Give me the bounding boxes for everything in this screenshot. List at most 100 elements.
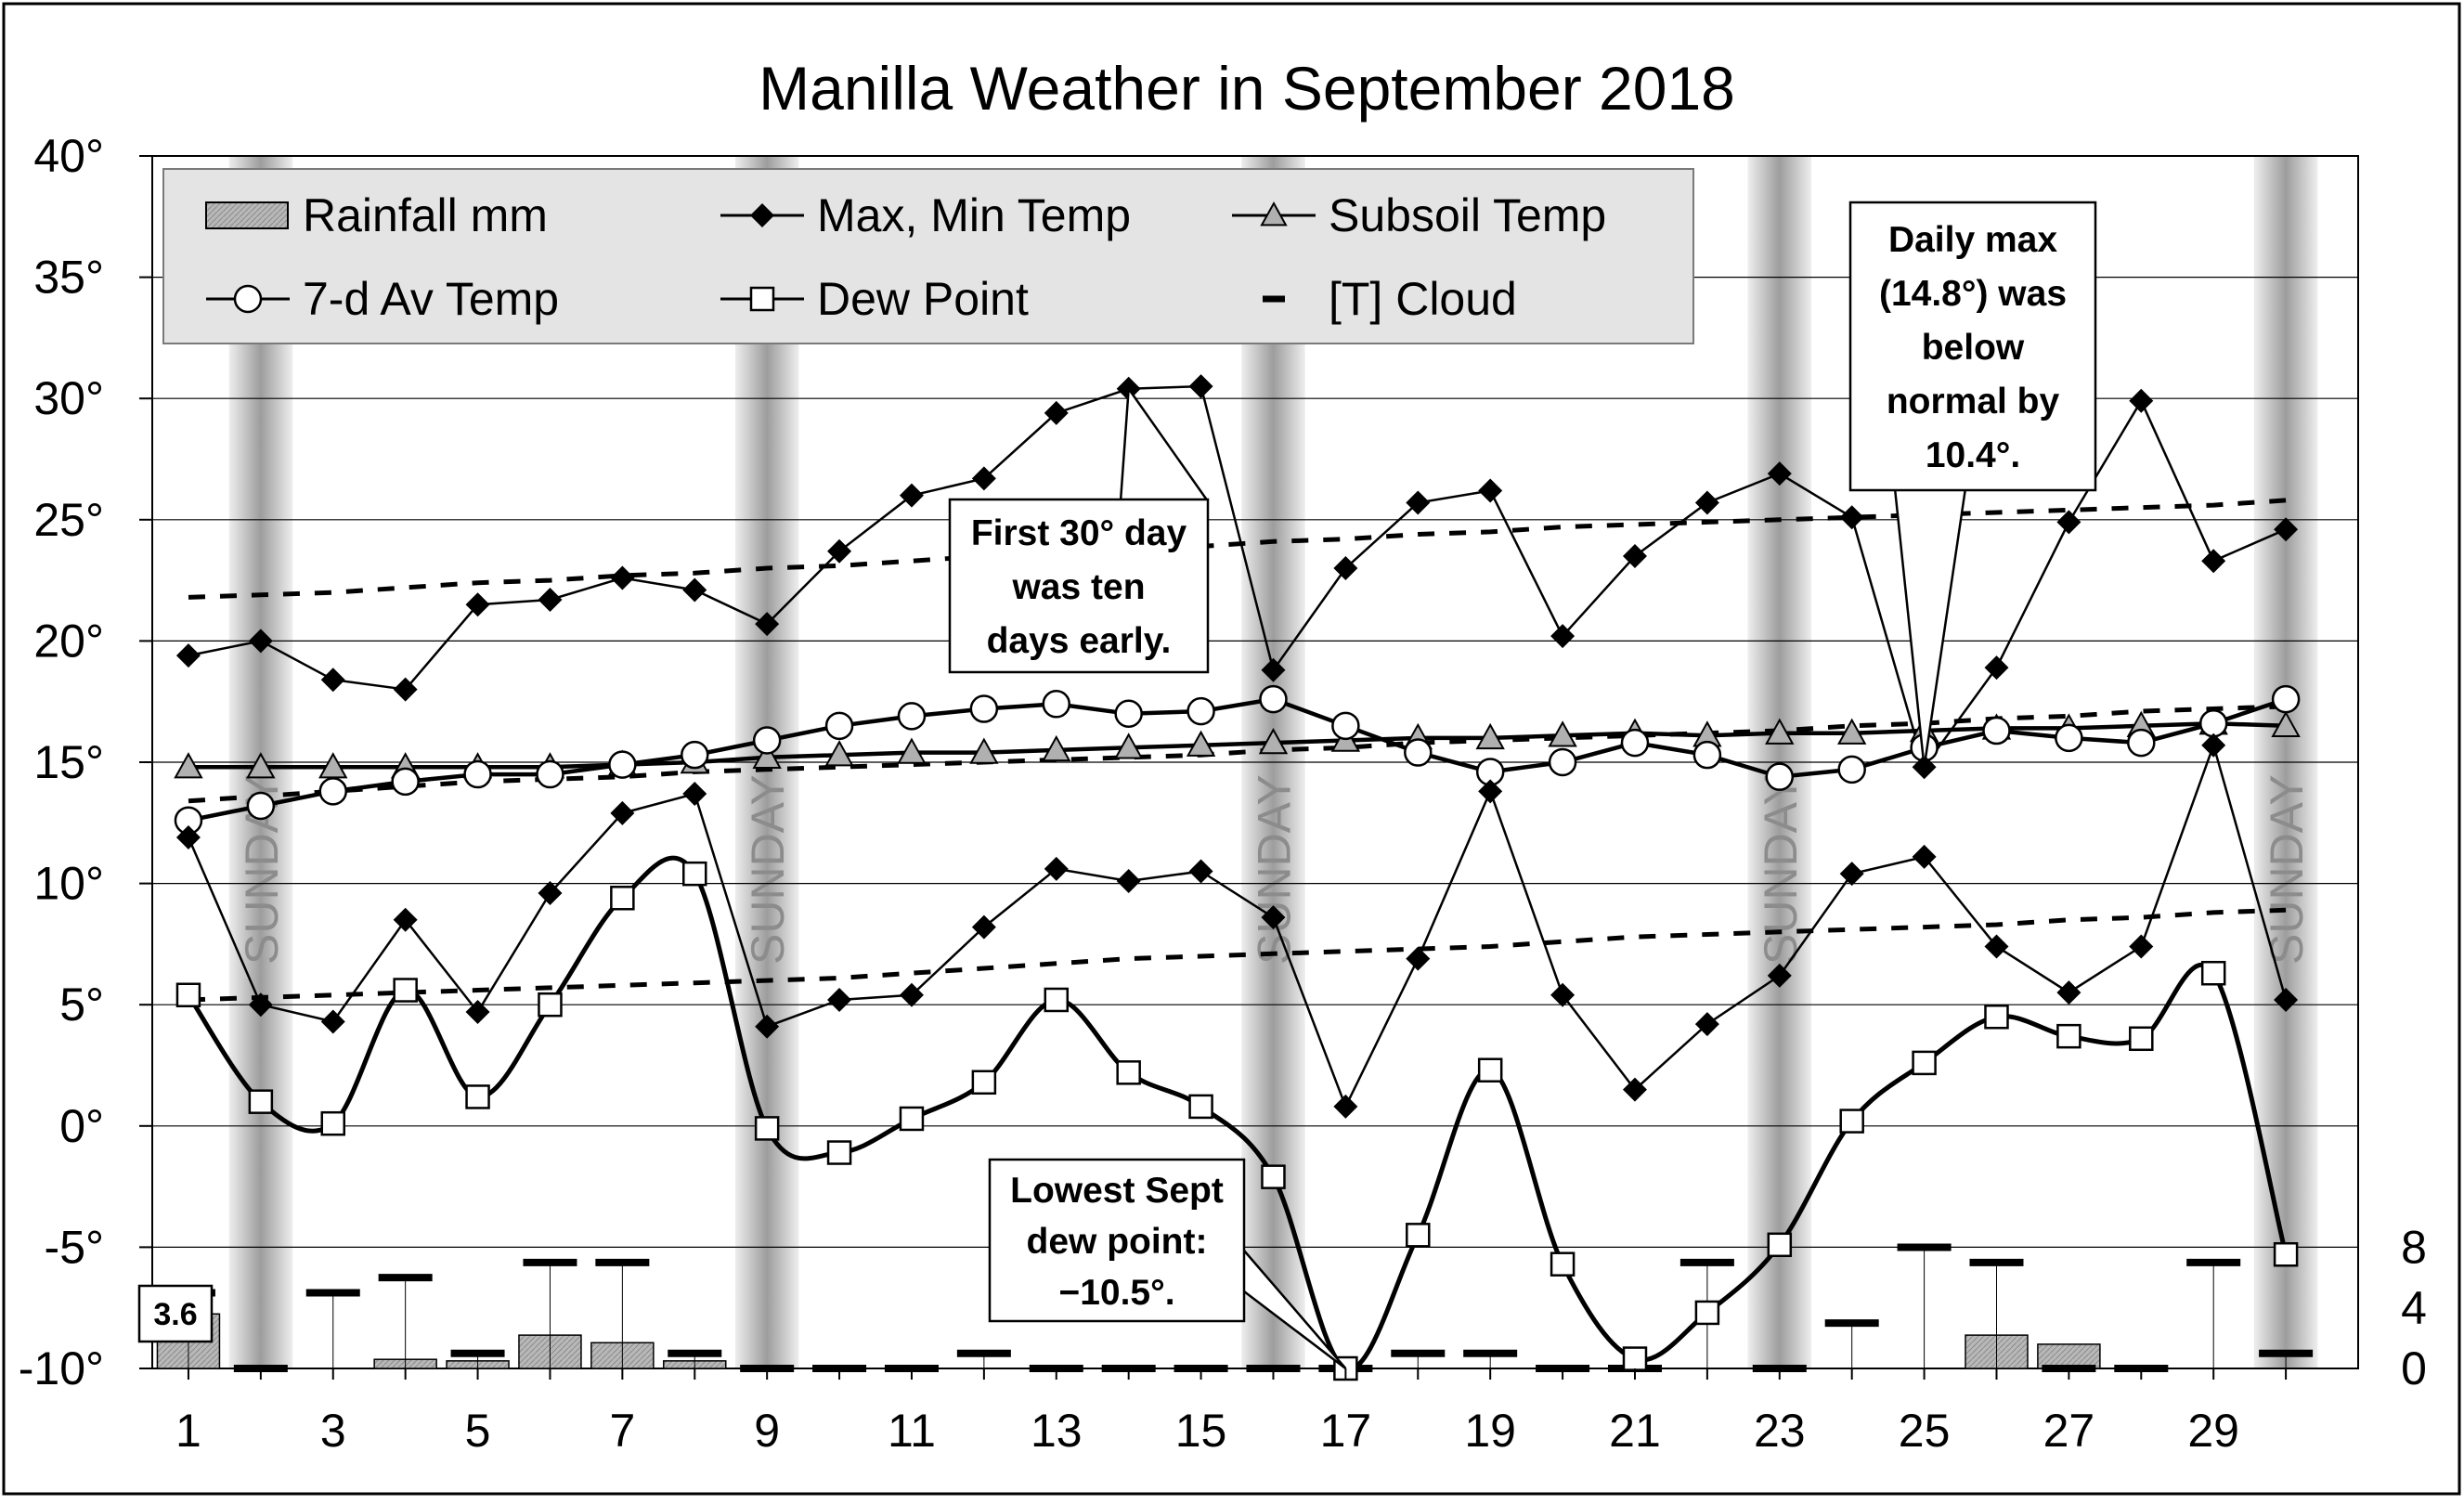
min-temp-point (2274, 987, 2299, 1012)
max-temp-point (248, 629, 273, 654)
subsoil-temp-point (1475, 722, 1505, 750)
legend-swatch-square (749, 286, 775, 312)
avg-temp-point (1692, 740, 1722, 770)
annotations: First 30° day was ten days early. Daily max… (137, 201, 2097, 1369)
avg-temp-point (969, 694, 999, 723)
max-temp-point (1188, 374, 1213, 399)
dew-point-point (1261, 1164, 1286, 1189)
max-temp-point (971, 466, 996, 491)
avg-temp-point (1982, 716, 2011, 746)
annotation: Daily max (14.8°) was below normal by 10.4°. (1848, 201, 2097, 768)
dew-point-point (1116, 1060, 1141, 1085)
annotation-text: (14.8°) was (1879, 274, 2067, 314)
dew-point-point (2056, 1023, 2081, 1049)
max-temp-point (1478, 478, 1503, 503)
x-tick-label: 17 (1320, 1405, 1372, 1457)
legend-entry: Max, Min Temp (720, 189, 1131, 241)
min-temp-point (1406, 946, 1431, 971)
dew-point-point (465, 1084, 490, 1109)
dew-point-point (1694, 1300, 1720, 1326)
avg-temp-point (1837, 755, 1866, 784)
legend-entry: [T] Cloud (1263, 273, 1517, 325)
max-temp-point (610, 565, 635, 590)
dew-point-point (899, 1106, 925, 1132)
avg-temp-point (1259, 684, 1288, 714)
min-temp-point (1694, 1012, 1719, 1037)
avg-temp-point (1765, 762, 1795, 791)
avg-temp-point (463, 759, 492, 789)
annotation-box (948, 498, 1210, 674)
chart-title: Manilla Weather in September 2018 (759, 54, 1735, 123)
max-temp-point (1261, 657, 1286, 682)
dew-point-point (610, 886, 635, 911)
x-tick-label: 21 (1609, 1405, 1661, 1457)
avg-temp-point (752, 726, 782, 755)
min-temp-point (1912, 844, 1937, 869)
min-temp-point (682, 781, 707, 806)
min-temp-point (1188, 859, 1213, 884)
annotation: Lowest Sept dew point: −10.5°. (988, 1158, 1347, 1369)
min-temp-point (538, 881, 563, 906)
annotation-text: First 30° day (971, 513, 1187, 553)
annotation-box (988, 1158, 1246, 1323)
dew-point-point (1477, 1057, 1503, 1083)
avg-temp-point (1620, 728, 1650, 758)
min-temp-point (2056, 980, 2081, 1005)
min-temp-point (610, 800, 635, 825)
y2-tick-label: 4 (2401, 1282, 2427, 1334)
y-tick-label: 20° (33, 615, 104, 667)
x-tick-label: 23 (1754, 1405, 1806, 1457)
max-temp-point (2056, 510, 2081, 535)
dew-point-point (538, 992, 563, 1018)
subsoil-temp-point (1258, 728, 1289, 755)
max-temp-point (393, 677, 418, 702)
legend-entry: Rainfall mm (205, 189, 548, 241)
subsoil-temp-point (1113, 733, 1144, 759)
subsoil-temp-point (2271, 710, 2301, 738)
min-temp-point (2201, 733, 2226, 758)
legend-entry: 7-d Av Temp (206, 273, 559, 325)
legend-label: 7-d Av Temp (303, 273, 559, 325)
dew-point-point (2200, 960, 2226, 986)
x-tick-label: 7 (609, 1405, 635, 1457)
min-temp-point (1044, 856, 1069, 881)
x-tick-label: 11 (888, 1405, 936, 1457)
dew-point-point (1550, 1251, 1576, 1277)
dew-point-point (1984, 1005, 2009, 1030)
y-tick-label: 40° (33, 130, 104, 182)
min-temp-point (2129, 934, 2154, 959)
avg-temp-point (2198, 708, 2228, 738)
dew-point-point (1912, 1050, 1937, 1076)
y-tick-label: 35° (33, 252, 104, 304)
annotation-text: −10.5°. (1058, 1273, 1174, 1313)
y-tick-label: 5° (59, 979, 104, 1031)
dew-point-point (2273, 1241, 2299, 1267)
max-temp-point (755, 612, 780, 637)
min-temp-line (187, 741, 2288, 1110)
legend: Rainfall mm Max, Min Temp Subsoil Temp 7-d … (162, 168, 1694, 344)
subsoil-temp-point (246, 752, 276, 779)
avg-temp-point (608, 750, 637, 779)
dew-point-point (2129, 1026, 2154, 1052)
min-temp-point (899, 982, 924, 1007)
y-tick-label: 15° (33, 736, 104, 788)
annotation-text: days early. (987, 621, 1172, 661)
sunday-label: SUNDAY (1248, 774, 1300, 965)
sunday-label: SUNDAY (742, 774, 794, 965)
x-tick-label: 27 (2043, 1405, 2095, 1457)
min-temp-point (1261, 905, 1286, 930)
annotation-leader (1119, 385, 1210, 502)
annotation-leader (1243, 1250, 1347, 1369)
subsoil-temp-point (174, 752, 203, 779)
y-tick-label: 25° (33, 494, 104, 546)
subsoil-temp-point (752, 742, 782, 769)
max-temp-point (1694, 490, 1719, 515)
dew-point-point (682, 861, 707, 887)
min-temp-point (1478, 779, 1503, 804)
dew-point-point (826, 1140, 852, 1165)
x-tick-label: 9 (754, 1405, 780, 1457)
legend-swatch-diamond (750, 203, 774, 227)
max-temp-point (1839, 505, 1864, 530)
dew-point-point (1406, 1223, 1431, 1248)
